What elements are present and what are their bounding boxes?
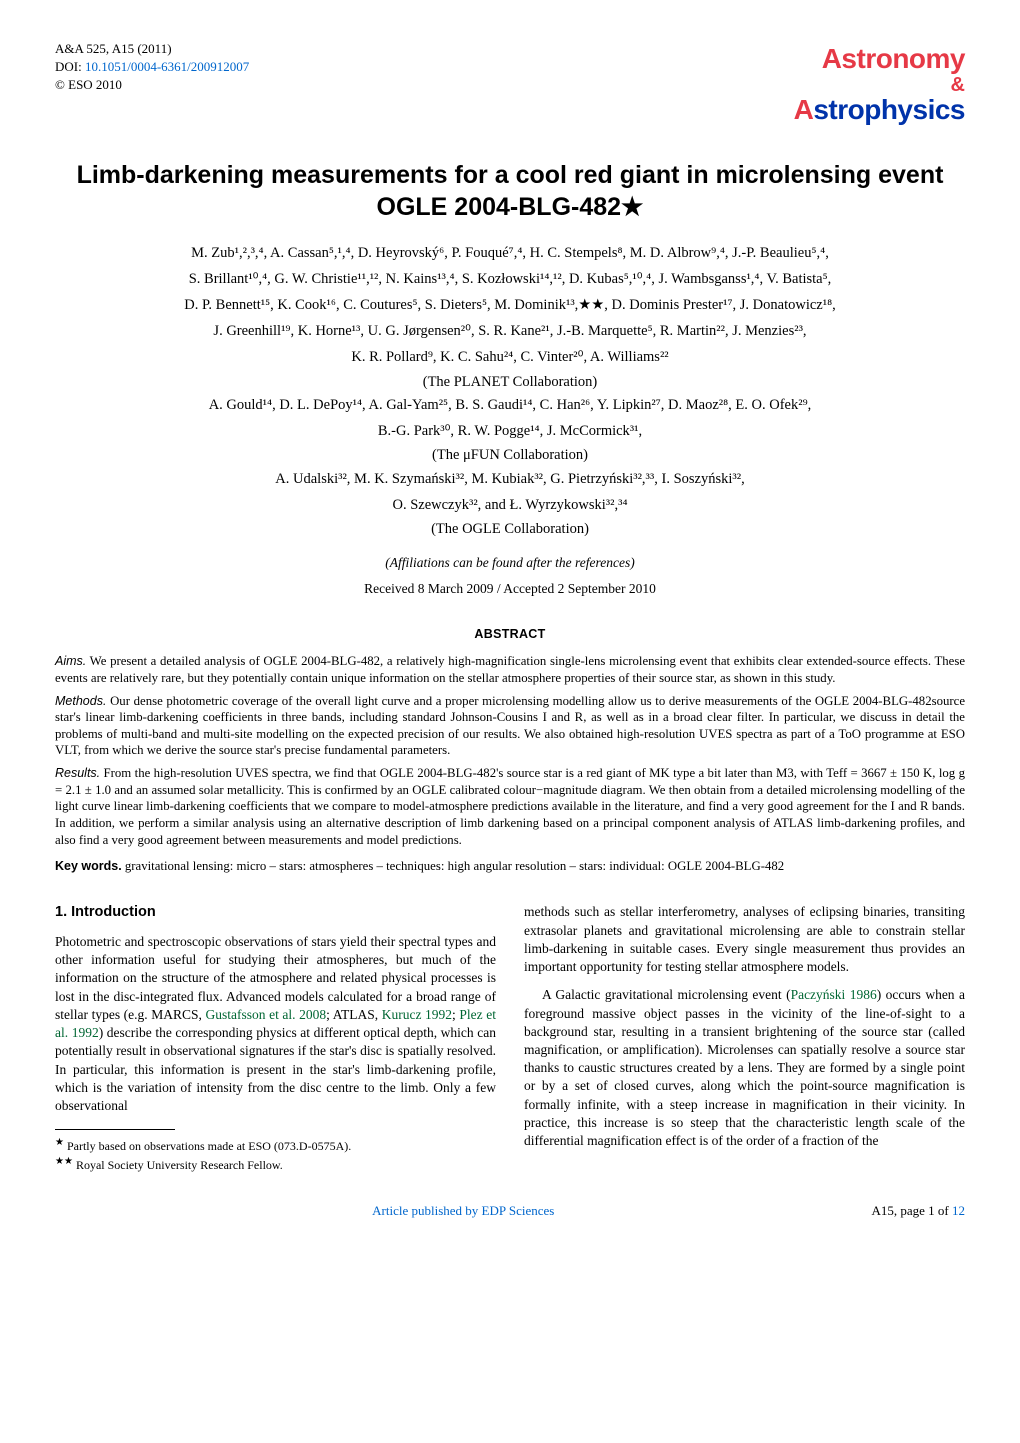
doi-link[interactable]: 10.1051/0004-6361/200912007 [85, 59, 249, 74]
doi-line: DOI: 10.1051/0004-6361/200912007 [55, 58, 249, 76]
title-footnote-star: ★ [621, 193, 643, 221]
author-line-5: K. R. Pollard⁹, K. C. Sahu²⁴, C. Vinter²… [55, 346, 965, 369]
footnote-1-mark: ★ [55, 1137, 64, 1148]
publisher-link[interactable]: Article published by EDP Sciences [372, 1203, 554, 1218]
keywords-label: Key words. [55, 859, 122, 873]
footnote-2-text: Royal Society University Research Fellow… [73, 1158, 283, 1172]
journal-ref: A&A 525, A15 (2011) [55, 40, 249, 58]
copyright: © ESO 2010 [55, 76, 249, 94]
author-line-6: A. Gould¹⁴, D. L. DePoy¹⁴, A. Gal-Yam²⁵,… [55, 394, 965, 417]
abstract-heading: ABSTRACT [55, 626, 965, 643]
results-text: From the high-resolution UVES spectra, w… [55, 766, 965, 847]
logo-a-letter: A [794, 94, 814, 125]
author-line-8: A. Udalski³², M. K. Szymański³², M. Kubi… [55, 468, 965, 491]
methods-text: Our dense photometric coverage of the ov… [55, 694, 965, 758]
p2-a: A Galactic gravitational microlensing ev… [542, 987, 791, 1002]
collaboration-2: (The μFUN Collaboration) [55, 446, 965, 466]
received-accepted: Received 8 March 2009 / Accepted 2 Septe… [55, 580, 965, 598]
cite-gustafsson[interactable]: Gustafsson et al. 2008 [206, 1007, 327, 1022]
p1-b: ; ATLAS, [326, 1007, 382, 1022]
abstract-aims: Aims. We present a detailed analysis of … [55, 653, 965, 686]
aims-text: We present a detailed analysis of OGLE 2… [55, 654, 965, 685]
footer-center: Article published by EDP Sciences [372, 1202, 554, 1220]
keywords-text: gravitational lensing: micro – stars: at… [122, 859, 784, 873]
p2-b: ) occurs when a foreground massive objec… [524, 987, 965, 1148]
author-line-1: M. Zub¹,²,³,⁴, A. Cassan⁵,¹,⁴, D. Heyrov… [55, 242, 965, 265]
author-line-4: J. Greenhill¹⁹, K. Horne¹³, U. G. Jørgen… [55, 320, 965, 343]
author-line-7: B.-G. Park³⁰, R. W. Pogge¹⁴, J. McCormic… [55, 420, 965, 443]
intro-paragraph-2: A Galactic gravitational microlensing ev… [524, 986, 965, 1150]
column-right: methods such as stellar interferometry, … [524, 903, 965, 1173]
p1-d: ) describe the corresponding physics at … [55, 1025, 496, 1113]
doi-label: DOI: [55, 59, 85, 74]
header-left: A&A 525, A15 (2011) DOI: 10.1051/0004-63… [55, 40, 249, 95]
footer-right: A15, page 1 of 12 [871, 1202, 965, 1220]
author-line-3: D. P. Bennett¹⁵, K. Cook¹⁶, C. Coutures⁵… [55, 294, 965, 317]
collaboration-1: (The PLANET Collaboration) [55, 373, 965, 393]
logo-rest: strophysics [813, 94, 965, 125]
footnote-2-mark: ★★ [55, 1156, 73, 1167]
section-1-title: 1. Introduction [55, 903, 496, 923]
page-footer: Article published by EDP Sciences A15, p… [55, 1202, 965, 1220]
methods-label: Methods. [55, 694, 106, 708]
aims-label: Aims. [55, 654, 86, 668]
logo-astrophysics: Astrophysics [794, 91, 965, 129]
footnote-separator [55, 1129, 175, 1130]
page-header: A&A 525, A15 (2011) DOI: 10.1051/0004-63… [55, 40, 965, 129]
footnote-2: ★★ Royal Society University Research Fel… [55, 1155, 496, 1174]
intro-paragraph-1: Photometric and spectroscopic observatio… [55, 933, 496, 1115]
results-label: Results. [55, 766, 100, 780]
affiliations-note: (Affiliations can be found after the ref… [55, 554, 965, 572]
author-line-2: S. Brillant¹⁰,⁴, G. W. Christie¹¹,¹², N.… [55, 268, 965, 291]
journal-logo: Astronomy & Astrophysics [794, 40, 965, 129]
author-line-9: O. Szewczyk³², and Ł. Wyrzykowski³²,³⁴ [55, 494, 965, 517]
footnote-1: ★ Partly based on observations made at E… [55, 1136, 496, 1155]
title-text: Limb-darkening measurements for a cool r… [77, 161, 944, 222]
body-columns: 1. Introduction Photometric and spectros… [55, 903, 965, 1173]
column-left: 1. Introduction Photometric and spectros… [55, 903, 496, 1173]
keywords-line: Key words. gravitational lensing: micro … [55, 858, 965, 875]
collaboration-3: (The OGLE Collaboration) [55, 520, 965, 540]
intro-paragraph-1-cont: methods such as stellar interferometry, … [524, 903, 965, 976]
cite-paczynski[interactable]: Paczyński 1986 [791, 987, 877, 1002]
abstract-methods: Methods. Our dense photometric coverage … [55, 693, 965, 760]
page-number-a: A15, page 1 of [871, 1203, 952, 1218]
total-pages-link[interactable]: 12 [952, 1203, 965, 1218]
cite-kurucz[interactable]: Kurucz 1992 [382, 1007, 452, 1022]
footnote-1-text: Partly based on observations made at ESO… [64, 1139, 351, 1153]
article-title: Limb-darkening measurements for a cool r… [55, 159, 965, 224]
abstract-results: Results. From the high-resolution UVES s… [55, 765, 965, 848]
